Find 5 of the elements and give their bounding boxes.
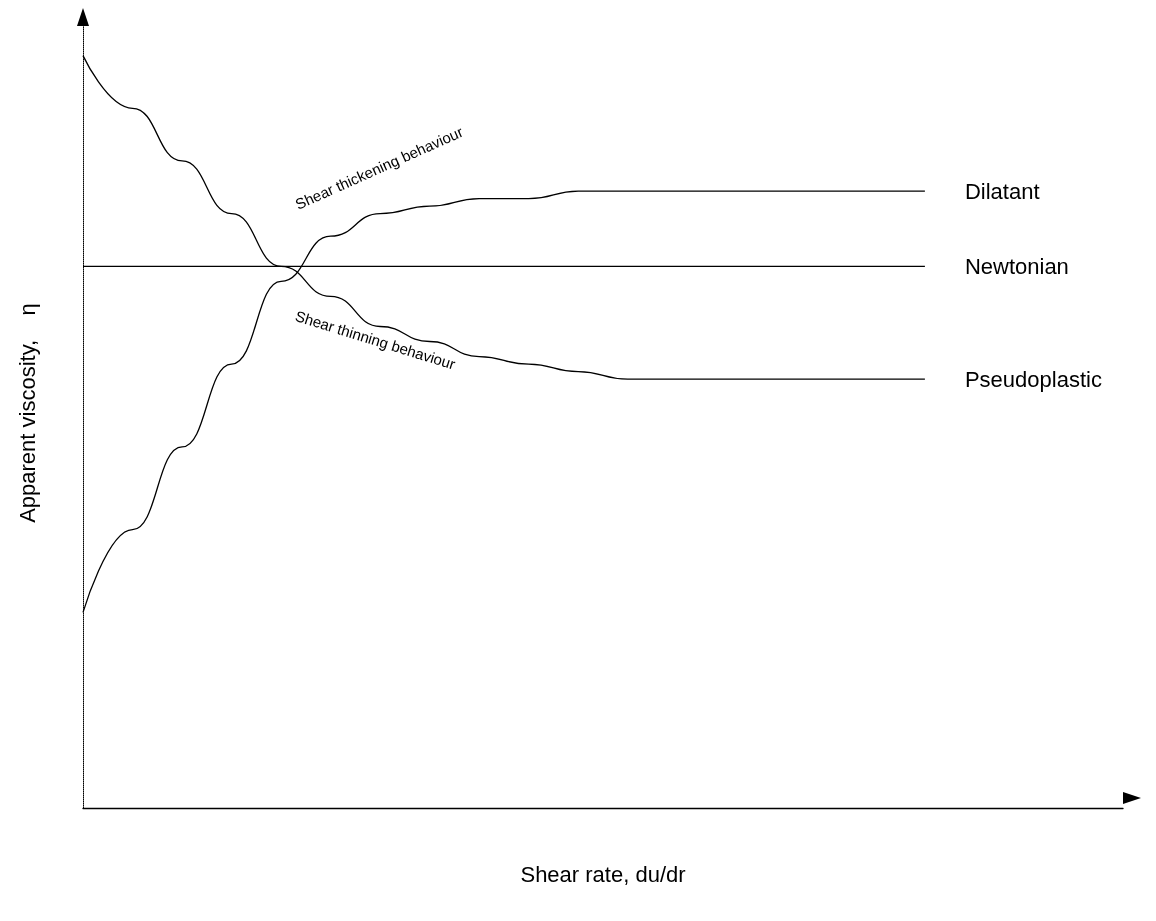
x-axis-title: Shear rate, du/dr xyxy=(520,861,686,887)
series-label: Newtonian xyxy=(964,253,1069,279)
series-label: Dilatant xyxy=(964,178,1040,204)
series-label: Pseudoplastic xyxy=(964,366,1102,392)
y-axis-title: Apparent viscosity, η xyxy=(14,303,40,523)
